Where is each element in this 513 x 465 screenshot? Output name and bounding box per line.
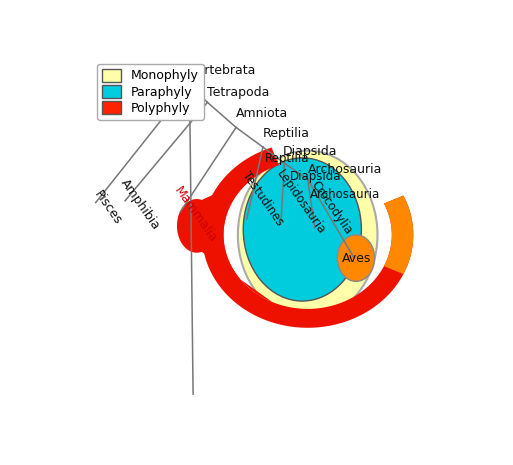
Text: Amniota: Amniota [236,107,288,120]
Text: Diapsida: Diapsida [290,170,341,183]
Ellipse shape [238,151,378,319]
Polygon shape [177,166,275,302]
Text: Archosauria: Archosauria [309,188,380,201]
Text: Archosauria: Archosauria [308,163,382,176]
Text: Reptilia: Reptilia [265,152,309,165]
Legend: Monophyly, Paraphyly, Polyphyly: Monophyly, Paraphyly, Polyphyly [97,64,204,120]
Text: Tetrapoda: Tetrapoda [207,86,270,99]
Text: Lepidosauria: Lepidosauria [273,168,328,237]
Text: Reptilia: Reptilia [263,127,310,140]
Polygon shape [384,196,413,274]
Text: Aves: Aves [342,252,371,265]
Text: Crocodylia: Crocodylia [309,179,355,237]
Text: Testudines: Testudines [240,170,286,228]
Text: Diapsida: Diapsida [283,145,337,158]
Ellipse shape [243,158,361,301]
Text: Mammalia: Mammalia [172,185,220,246]
Text: Pisces: Pisces [91,188,124,227]
Polygon shape [202,147,413,328]
Text: Vertebrata: Vertebrata [189,64,256,77]
Text: Amphibia: Amphibia [118,177,163,232]
Ellipse shape [338,235,374,281]
